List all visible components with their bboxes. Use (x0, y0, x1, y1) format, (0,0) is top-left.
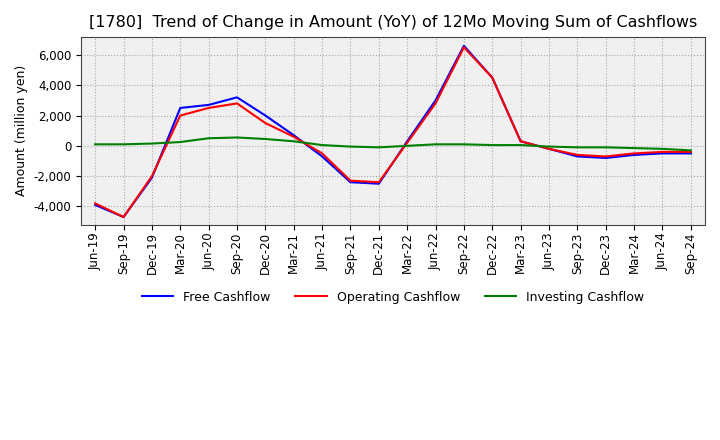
Investing Cashflow (374, 145, 383, 150)
Free Cashflow (204, 102, 213, 107)
Investing Cashflow (233, 135, 241, 140)
Investing Cashflow (120, 142, 128, 147)
Operating Cashflow (459, 45, 468, 50)
Investing Cashflow (204, 136, 213, 141)
Free Cashflow (403, 139, 412, 144)
Y-axis label: Amount (million yen): Amount (million yen) (15, 65, 28, 196)
Free Cashflow (630, 152, 639, 158)
Operating Cashflow (658, 149, 667, 154)
Free Cashflow (573, 154, 582, 159)
Operating Cashflow (318, 151, 326, 156)
Operating Cashflow (233, 101, 241, 106)
Operating Cashflow (176, 113, 184, 118)
Investing Cashflow (573, 145, 582, 150)
Free Cashflow (91, 202, 99, 208)
Investing Cashflow (545, 144, 554, 149)
Free Cashflow (261, 113, 270, 118)
Operating Cashflow (601, 154, 610, 159)
Operating Cashflow (573, 152, 582, 158)
Free Cashflow (176, 105, 184, 110)
Investing Cashflow (403, 143, 412, 148)
Operating Cashflow (403, 140, 412, 146)
Investing Cashflow (601, 145, 610, 150)
Operating Cashflow (204, 105, 213, 110)
Investing Cashflow (431, 142, 440, 147)
Line: Free Cashflow: Free Cashflow (95, 46, 690, 217)
Operating Cashflow (686, 149, 695, 154)
Free Cashflow (516, 139, 525, 144)
Investing Cashflow (658, 146, 667, 151)
Free Cashflow (431, 98, 440, 103)
Free Cashflow (289, 132, 298, 138)
Free Cashflow (374, 181, 383, 187)
Operating Cashflow (91, 201, 99, 206)
Investing Cashflow (488, 143, 497, 148)
Title: [1780]  Trend of Change in Amount (YoY) of 12Mo Moving Sum of Cashflows: [1780] Trend of Change in Amount (YoY) o… (89, 15, 697, 30)
Free Cashflow (601, 155, 610, 161)
Operating Cashflow (630, 151, 639, 156)
Operating Cashflow (374, 180, 383, 185)
Operating Cashflow (346, 178, 355, 183)
Legend: Free Cashflow, Operating Cashflow, Investing Cashflow: Free Cashflow, Operating Cashflow, Inves… (137, 286, 649, 308)
Operating Cashflow (289, 134, 298, 139)
Investing Cashflow (686, 148, 695, 153)
Free Cashflow (658, 151, 667, 156)
Free Cashflow (488, 75, 497, 80)
Free Cashflow (120, 214, 128, 220)
Investing Cashflow (459, 142, 468, 147)
Operating Cashflow (516, 139, 525, 144)
Free Cashflow (686, 151, 695, 156)
Investing Cashflow (91, 142, 99, 147)
Operating Cashflow (261, 121, 270, 126)
Free Cashflow (459, 43, 468, 48)
Operating Cashflow (545, 146, 554, 151)
Investing Cashflow (516, 143, 525, 148)
Investing Cashflow (148, 141, 156, 146)
Free Cashflow (233, 95, 241, 100)
Operating Cashflow (120, 214, 128, 220)
Investing Cashflow (289, 139, 298, 144)
Free Cashflow (545, 146, 554, 151)
Line: Investing Cashflow: Investing Cashflow (95, 137, 690, 150)
Investing Cashflow (630, 146, 639, 151)
Line: Operating Cashflow: Operating Cashflow (95, 48, 690, 217)
Free Cashflow (148, 175, 156, 180)
Investing Cashflow (346, 144, 355, 149)
Investing Cashflow (261, 136, 270, 142)
Operating Cashflow (431, 101, 440, 106)
Operating Cashflow (488, 75, 497, 80)
Operating Cashflow (148, 173, 156, 179)
Investing Cashflow (176, 139, 184, 145)
Free Cashflow (346, 180, 355, 185)
Free Cashflow (318, 154, 326, 159)
Investing Cashflow (318, 143, 326, 148)
